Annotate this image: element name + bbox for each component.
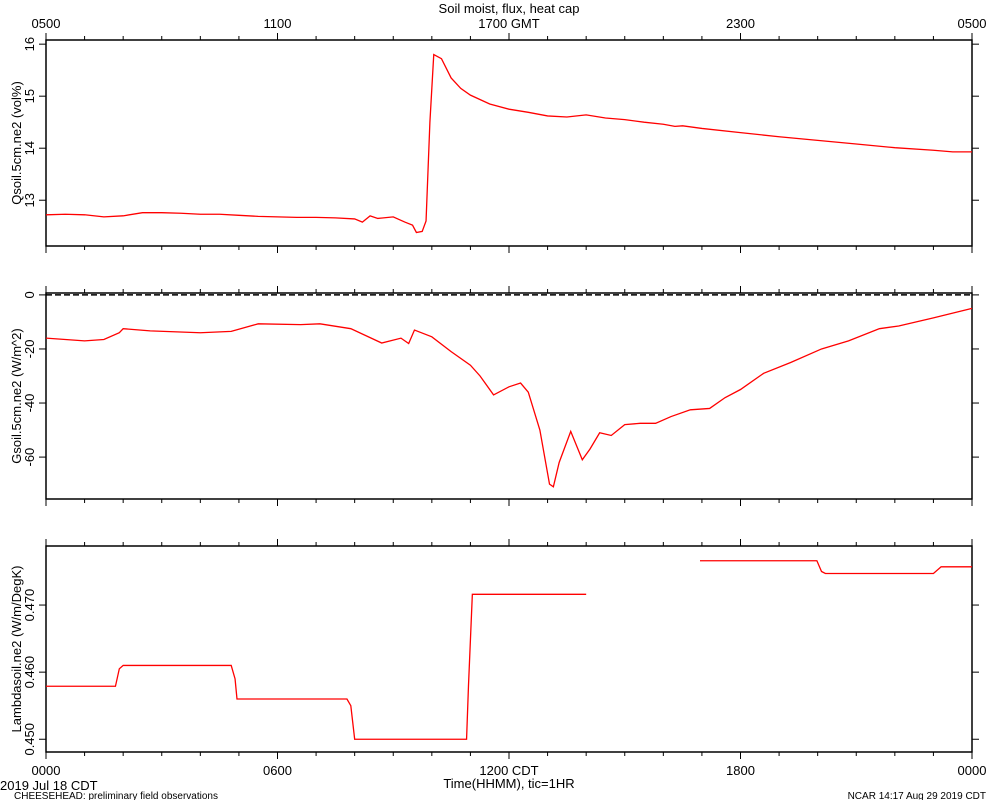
footer-right: NCAR 14:17 Aug 29 2019 CDT: [848, 791, 986, 800]
x-tick-label: 0000: [958, 763, 987, 778]
y-tick-label: 0.470: [22, 589, 37, 622]
data-line: [46, 560, 972, 740]
y-axis-label: Lambdasoil.ne2 (W/m/DegK): [9, 566, 24, 733]
panel-frame: [45, 39, 973, 247]
y-tick-label: -40: [22, 394, 37, 413]
x2-tick-label: 2300: [726, 16, 755, 31]
x2-tick-label: 0500: [958, 16, 987, 31]
y-tick-label: 0: [22, 291, 37, 298]
y-tick-label: 15: [22, 89, 37, 103]
x-tick-label: 0000: [32, 763, 61, 778]
data-line: [45, 53, 972, 234]
y-axis-label: Gsoil.5cm.ne2 (W/m^2): [9, 328, 24, 463]
date-label: 2019 Jul 18 CDT: [0, 778, 98, 793]
footer-left: CHEESEHEAD: preliminary field observatio…: [14, 791, 218, 800]
y-tick-label: 13: [22, 193, 37, 207]
panel-frame: [45, 545, 973, 753]
y-tick-label: -60: [22, 448, 37, 467]
y-axis-label: Qsoil.5cm.ne2 (vol%): [9, 81, 24, 205]
x2-tick-label: 1700 GMT: [478, 16, 539, 31]
y-tick-label: 0.460: [22, 656, 37, 689]
x-tick-label: 1200 CDT: [479, 763, 538, 778]
data-line: [45, 307, 973, 488]
chart-title: Soil moist, flux, heat cap: [439, 1, 580, 16]
x2-tick-label: 0500: [32, 16, 61, 31]
y-tick-label: 0.450: [22, 723, 37, 756]
x-tick-label: 0600: [263, 763, 292, 778]
y-tick-label: 16: [22, 37, 37, 51]
panel-frame: [45, 292, 973, 500]
x-tick-label: 1800: [726, 763, 755, 778]
x2-tick-label: 1100: [264, 16, 292, 31]
x-axis-label: Time(HHMM), tic=1HR: [443, 776, 574, 791]
y-tick-label: -20: [22, 340, 37, 359]
y-tick-label: 14: [22, 141, 37, 155]
